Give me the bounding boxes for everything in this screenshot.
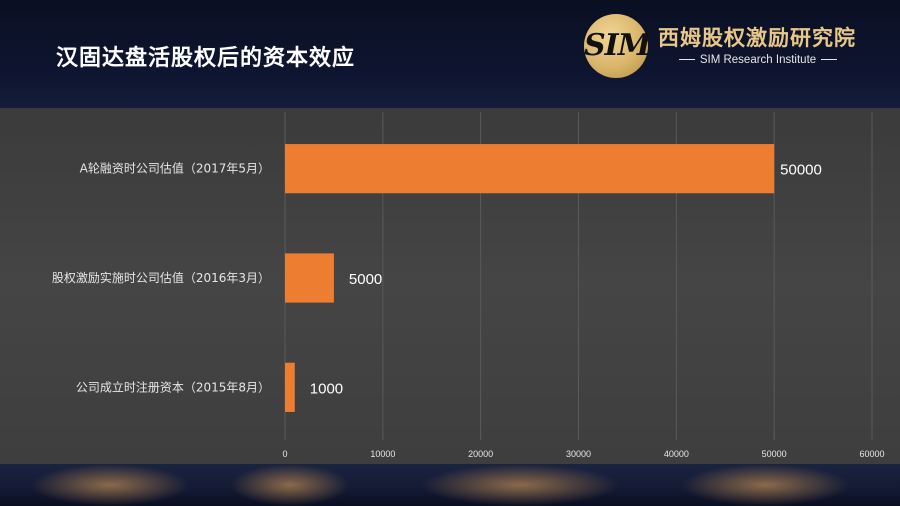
city-light	[680, 464, 850, 506]
city-light	[230, 464, 350, 506]
data-label: 5000	[349, 271, 382, 288]
data-label: 1000	[310, 380, 343, 397]
city-light	[420, 464, 620, 506]
city-light	[30, 464, 190, 506]
sim-logo-subtitle-text: SIM Research Institute	[699, 54, 817, 66]
sim-logo-subtitle: SIM Research Institute	[658, 54, 858, 66]
sim-logo-name: 西姆股权激励研究院	[658, 26, 856, 50]
x-tick-label: 10000	[370, 449, 395, 459]
category-label: A轮融资时公司估值（2017年5月）	[80, 161, 270, 176]
bar	[285, 144, 775, 194]
sim-logo: SIM 西姆股权激励研究院 SIM Research Institute	[584, 10, 884, 80]
x-tick-label: 0	[282, 449, 287, 459]
slide-title: 汉固达盘活股权后的资本效应	[56, 46, 356, 71]
x-tick-label: 40000	[664, 449, 689, 459]
x-tick-label: 30000	[566, 449, 591, 459]
x-tick-label: 50000	[762, 449, 787, 459]
bar	[285, 253, 334, 303]
sim-logo-mark-text: SIM	[584, 28, 651, 63]
x-tick-label: 60000	[859, 449, 884, 459]
bar	[285, 362, 295, 412]
sim-logo-mark: SIM	[584, 14, 651, 78]
category-label: 公司成立时注册资本（2015年8月）	[76, 379, 270, 394]
data-label: 50000	[780, 162, 822, 179]
city-skyline-decoration	[0, 464, 900, 506]
category-label: 股权激励实施时公司估值（2016年3月）	[52, 270, 270, 285]
x-tick-label: 20000	[468, 449, 493, 459]
